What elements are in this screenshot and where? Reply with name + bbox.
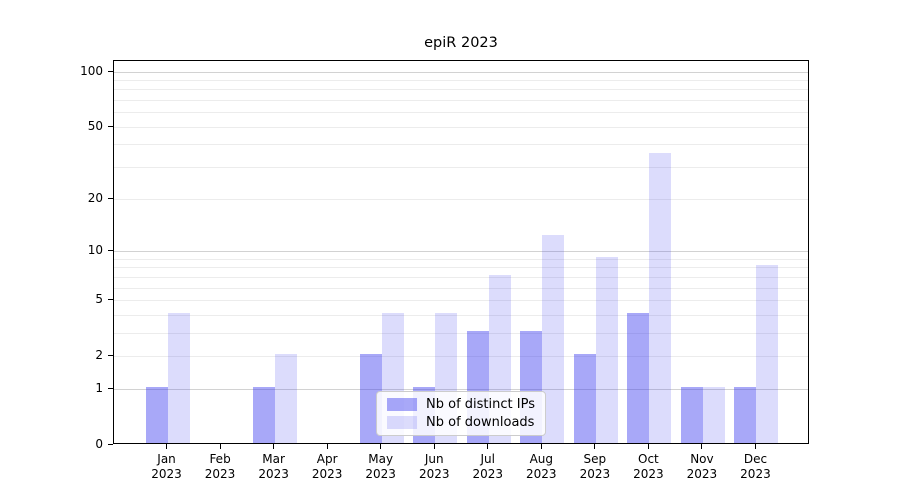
x-tick-label-mar-2023: Mar 2023 xyxy=(258,452,289,481)
y-tick-label-50: 50 xyxy=(87,118,103,133)
gridline-minor-5 xyxy=(114,299,808,301)
x-tick-mark-aug-2023 xyxy=(540,444,542,449)
gridline-minor-70 xyxy=(114,100,808,102)
gridline-minor-7 xyxy=(114,276,808,278)
x-tick-label-may-2023: May 2023 xyxy=(365,452,396,481)
legend-swatch-nb-of-distinct-ips xyxy=(387,398,418,411)
bar-nb-of-distinct-ips-dec-2023 xyxy=(734,386,757,443)
x-tick-mark-dec-2023 xyxy=(754,444,756,449)
chart-title: epiR 2023 xyxy=(424,35,498,51)
x-tick-label-feb-2023: Feb 2023 xyxy=(204,452,236,481)
legend-swatch-nb-of-downloads xyxy=(387,416,418,429)
x-tick-label-apr-2023: Apr 2023 xyxy=(311,452,343,481)
x-tick-label-sep-2023: Sep 2023 xyxy=(579,452,611,481)
y-tick-mark-10 xyxy=(108,249,113,251)
x-tick-mark-nov-2023 xyxy=(701,444,703,449)
gridline-minor-30 xyxy=(114,167,808,169)
x-tick-mark-feb-2023 xyxy=(219,444,221,449)
y-tick-label-10: 10 xyxy=(87,242,103,257)
y-tick-label-2: 2 xyxy=(95,348,103,363)
x-tick-label-nov-2023: Nov 2023 xyxy=(686,452,718,481)
bar-nb-of-downloads-dec-2023 xyxy=(756,265,779,443)
gridline-minor-40 xyxy=(114,144,808,146)
x-tick-label-jun-2023: Jun 2023 xyxy=(418,452,450,481)
gridline-minor-20 xyxy=(114,198,808,200)
x-tick-label-jan-2023: Jan 2023 xyxy=(151,452,182,481)
gridline-minor-3 xyxy=(114,332,808,334)
legend-item-nb-of-downloads: Nb of downloads xyxy=(387,415,535,430)
gridline-minor-80 xyxy=(114,89,808,91)
bar-nb-of-distinct-ips-jan-2023 xyxy=(145,386,168,443)
y-tick-mark-5 xyxy=(108,298,113,300)
bar-nb-of-downloads-nov-2023 xyxy=(702,386,725,443)
y-tick-mark-20 xyxy=(108,197,113,199)
bar-nb-of-downloads-aug-2023 xyxy=(542,235,565,443)
x-tick-label-dec-2023: Dec 2023 xyxy=(740,452,771,481)
bar-nb-of-distinct-ips-sep-2023 xyxy=(573,354,596,443)
gridline-major-100 xyxy=(114,71,808,73)
legend-label-nb-of-distinct-ips: Nb of distinct IPs xyxy=(426,397,535,412)
gridline-major-1 xyxy=(114,388,808,390)
gridline-minor-6 xyxy=(114,287,808,289)
x-tick-mark-mar-2023 xyxy=(273,444,275,449)
y-tick-label-1: 1 xyxy=(95,380,103,395)
bar-nb-of-distinct-ips-mar-2023 xyxy=(252,386,275,443)
y-tick-mark-100 xyxy=(108,70,113,72)
y-tick-mark-1 xyxy=(108,387,113,389)
gridline-minor-9 xyxy=(114,258,808,260)
x-tick-label-jul-2023: Jul 2023 xyxy=(472,452,504,481)
y-tick-mark-0 xyxy=(108,444,113,445)
legend-label-nb-of-downloads: Nb of downloads xyxy=(426,415,535,430)
gridline-major-10 xyxy=(114,250,808,252)
y-tick-mark-2 xyxy=(108,355,113,357)
y-tick-label-20: 20 xyxy=(87,190,103,205)
x-tick-mark-jan-2023 xyxy=(166,444,168,449)
gridline-minor-4 xyxy=(114,314,808,316)
bar-nb-of-downloads-jan-2023 xyxy=(167,312,190,443)
legend: Nb of distinct IPs Nb of downloads xyxy=(376,391,546,436)
gridline-minor-2 xyxy=(114,356,808,358)
x-tick-mark-jun-2023 xyxy=(433,444,435,449)
x-tick-mark-oct-2023 xyxy=(647,444,649,449)
gridline-minor-90 xyxy=(114,79,808,81)
bar-nb-of-downloads-mar-2023 xyxy=(274,354,297,443)
bar-nb-of-downloads-sep-2023 xyxy=(595,256,618,443)
x-tick-mark-may-2023 xyxy=(380,444,382,449)
gridline-minor-8 xyxy=(114,267,808,269)
plot-area: Nb of distinct IPs Nb of downloads xyxy=(113,60,809,444)
bar-nb-of-distinct-ips-oct-2023 xyxy=(627,312,650,443)
gridline-minor-60 xyxy=(114,112,808,114)
x-tick-mark-sep-2023 xyxy=(594,444,596,449)
legend-item-nb-of-distinct-ips: Nb of distinct IPs xyxy=(387,397,535,412)
gridline-minor-50 xyxy=(114,126,808,128)
y-tick-label-5: 5 xyxy=(95,291,103,306)
x-tick-label-oct-2023: Oct 2023 xyxy=(633,452,664,481)
y-tick-mark-50 xyxy=(108,125,113,127)
x-tick-label-aug-2023: Aug 2023 xyxy=(526,452,557,481)
y-tick-label-100: 100 xyxy=(80,63,103,78)
y-tick-label-0: 0 xyxy=(95,437,103,451)
x-tick-mark-jul-2023 xyxy=(487,444,489,449)
bar-nb-of-distinct-ips-nov-2023 xyxy=(680,386,703,443)
x-tick-mark-apr-2023 xyxy=(326,444,328,449)
bar-nb-of-downloads-oct-2023 xyxy=(649,153,672,443)
